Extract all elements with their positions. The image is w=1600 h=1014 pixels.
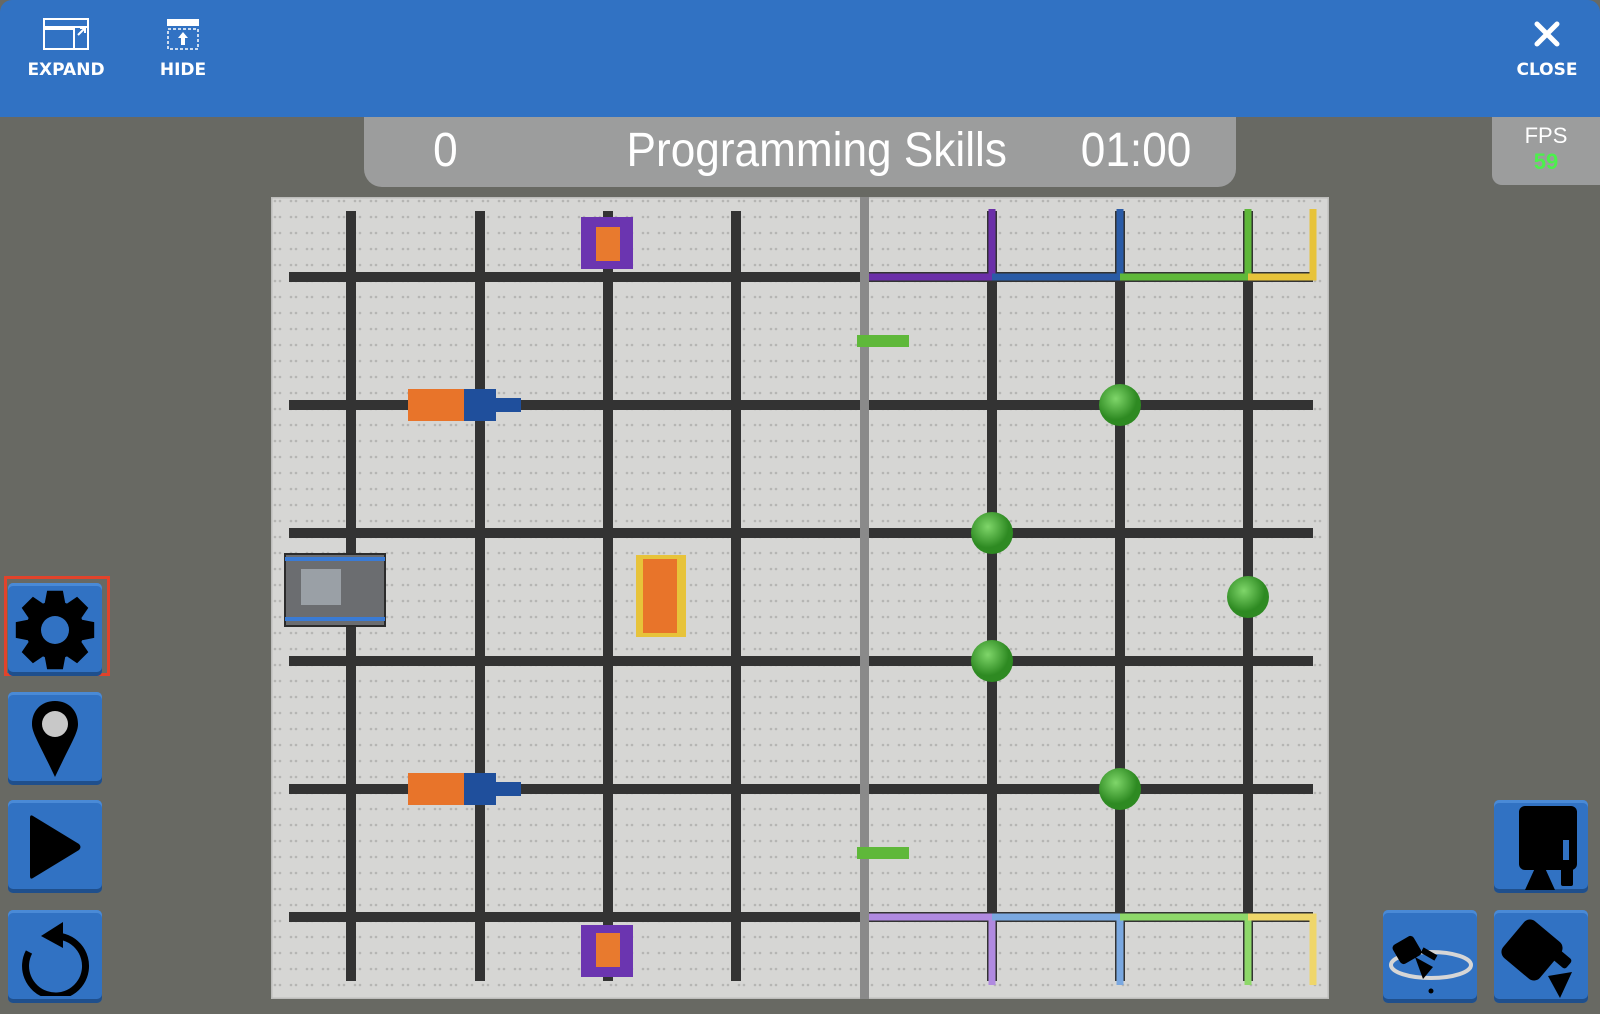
robot <box>284 553 386 627</box>
fps-value: 59 <box>1533 149 1559 174</box>
hide-button[interactable]: HIDE <box>158 18 208 80</box>
top-goal-lines <box>869 209 1317 281</box>
bottom-goal-lines <box>869 913 1317 985</box>
hide-icon <box>167 19 199 50</box>
ball <box>971 640 1013 682</box>
tile-line <box>289 528 1313 538</box>
close-button[interactable]: CLOSE <box>1512 18 1582 80</box>
tile-line <box>289 912 1313 922</box>
reset-icon <box>22 921 89 996</box>
tile-line <box>987 211 997 981</box>
top-camera-icon <box>1519 805 1577 890</box>
expand-button[interactable]: EXPAND <box>26 18 106 80</box>
tile-line <box>603 211 613 981</box>
fps-counter: FPS 59 <box>1492 117 1600 185</box>
ball <box>1227 576 1269 618</box>
score-value: 0 <box>433 124 458 177</box>
ball <box>1099 768 1141 810</box>
tile-line <box>289 272 1313 282</box>
angled-camera-icon <box>1501 918 1572 998</box>
map-pin-icon <box>32 700 78 777</box>
gear-icon <box>15 590 95 669</box>
center-barrier <box>860 197 869 999</box>
tile-line <box>731 211 741 981</box>
orbit-camera-button[interactable] <box>1383 910 1477 1003</box>
top-view-camera-button[interactable] <box>1494 800 1588 893</box>
fps-label: FPS <box>1524 123 1568 148</box>
ball <box>971 512 1013 554</box>
close-icon <box>1534 21 1560 47</box>
tile-line <box>289 784 1313 794</box>
position-button[interactable] <box>8 692 102 785</box>
timer: 01:00 <box>1080 124 1192 177</box>
play-button[interactable] <box>8 800 102 893</box>
hide-label: HIDE <box>159 60 207 80</box>
tile-line <box>1115 211 1125 981</box>
settings-button[interactable] <box>8 583 102 676</box>
tile-line <box>475 211 485 981</box>
top-toolbar: EXPAND HIDE CLOSE <box>0 0 1600 117</box>
ball <box>1099 384 1141 426</box>
expand-icon <box>43 18 89 50</box>
field-elements <box>408 217 909 977</box>
expand-label: EXPAND <box>27 60 105 80</box>
tile-line <box>289 400 1313 410</box>
game-field <box>271 197 1329 999</box>
tile-line <box>289 656 1313 666</box>
close-label: CLOSE <box>1516 60 1578 80</box>
angled-camera-button[interactable] <box>1494 910 1588 1003</box>
orbit-camera-icon <box>1389 935 1473 993</box>
scoreboard: 0 Programming Skills 01:00 <box>364 117 1236 187</box>
game-mode-title: Programming Skills <box>626 124 1007 177</box>
reset-button[interactable] <box>8 910 102 1003</box>
play-icon <box>30 814 81 879</box>
